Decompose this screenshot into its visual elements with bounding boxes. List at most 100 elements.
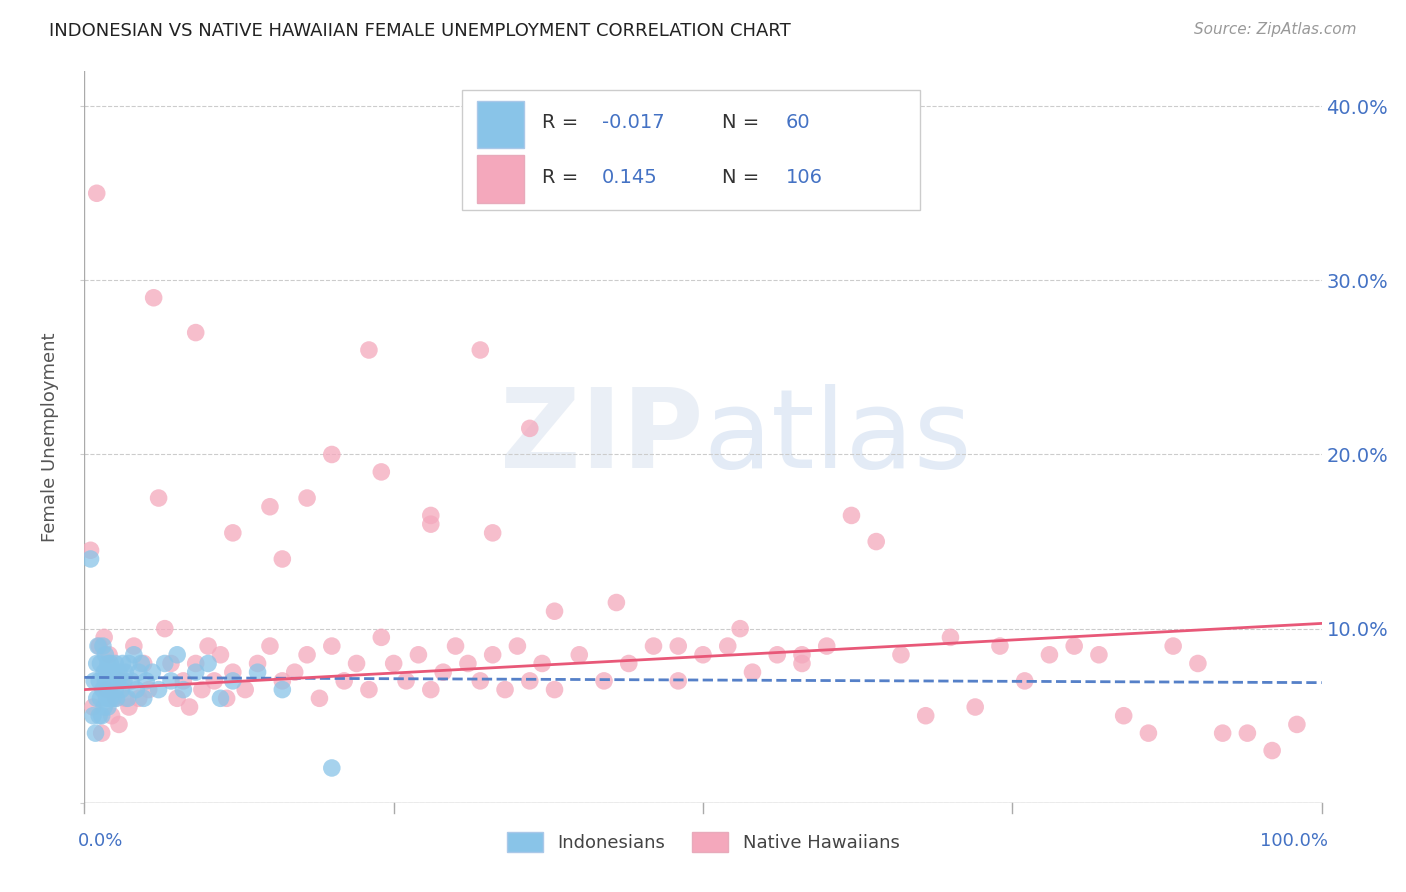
Point (346, 657, 368, 671)
Point (148, 682, 170, 697)
Point (271, 552, 294, 566)
Point (841, 508, 863, 523)
Text: Source: ZipAtlas.com: Source: ZipAtlas.com (1194, 22, 1357, 37)
Point (1161, 639, 1184, 653)
Point (357, 682, 380, 697)
Point (122, 639, 145, 653)
Point (132, 657, 155, 671)
Point (643, 639, 665, 653)
Point (741, 665, 763, 680)
Point (87, 639, 110, 653)
Point (94, 673, 117, 688)
Point (98, 648, 121, 662)
Point (197, 639, 219, 653)
Point (117, 691, 139, 706)
Point (191, 682, 214, 697)
Point (166, 691, 188, 706)
Point (138, 682, 160, 697)
Point (94, 648, 117, 662)
Point (120, 673, 142, 688)
Point (222, 665, 245, 680)
Point (98, 691, 121, 706)
Point (135, 673, 157, 688)
Point (84, 726, 107, 740)
Point (419, 517, 441, 532)
Point (246, 657, 269, 671)
Point (128, 665, 150, 680)
Point (110, 682, 132, 697)
Point (96, 691, 118, 706)
Point (988, 639, 1011, 653)
Point (1063, 639, 1085, 653)
Point (148, 491, 170, 505)
Point (271, 673, 294, 688)
Point (93, 631, 115, 645)
Point (1261, 743, 1284, 757)
Point (101, 691, 124, 706)
Point (1236, 726, 1258, 740)
Bar (477, 101, 523, 148)
Text: R =: R = (543, 113, 585, 132)
Point (321, 761, 343, 775)
Point (79, 552, 101, 566)
Point (172, 673, 194, 688)
Text: 0.145: 0.145 (602, 168, 657, 187)
Point (98, 682, 121, 697)
Point (457, 657, 479, 671)
Point (717, 639, 740, 653)
Point (100, 708, 122, 723)
Point (118, 700, 141, 714)
Point (114, 665, 136, 680)
Point (321, 448, 343, 462)
Point (112, 673, 135, 688)
Point (90, 708, 112, 723)
Point (141, 665, 163, 680)
Point (172, 682, 194, 697)
Text: 60: 60 (786, 113, 810, 132)
Point (1212, 726, 1234, 740)
Point (531, 657, 554, 671)
Point (222, 525, 245, 540)
Point (481, 525, 503, 540)
Point (128, 691, 150, 706)
Point (470, 343, 492, 357)
Point (370, 631, 392, 645)
Point (246, 665, 269, 680)
Text: 0.0%: 0.0% (79, 832, 124, 850)
Point (308, 691, 330, 706)
Point (103, 665, 125, 680)
Point (111, 657, 134, 671)
Point (89, 691, 111, 706)
Point (98, 665, 121, 680)
Point (1088, 648, 1111, 662)
Point (1038, 648, 1060, 662)
Point (1112, 708, 1135, 723)
Point (666, 639, 689, 653)
Point (104, 691, 127, 706)
Point (184, 657, 207, 671)
Point (815, 639, 838, 653)
Point (370, 465, 392, 479)
Point (519, 421, 541, 435)
Point (104, 657, 127, 671)
Point (166, 648, 188, 662)
Legend: Indonesians, Native Hawaiians: Indonesians, Native Hawaiians (499, 824, 907, 860)
Point (1014, 673, 1036, 688)
Point (90, 726, 112, 740)
Text: ZIP: ZIP (499, 384, 703, 491)
Text: 100.0%: 100.0% (1260, 832, 1327, 850)
Point (543, 682, 565, 697)
Point (395, 673, 418, 688)
Point (118, 657, 141, 671)
Point (107, 673, 129, 688)
Point (295, 648, 318, 662)
Point (153, 622, 176, 636)
Point (419, 508, 441, 523)
Point (96, 665, 118, 680)
Point (382, 657, 405, 671)
Point (97, 657, 120, 671)
Point (86, 186, 108, 201)
Point (617, 657, 640, 671)
Text: INDONESIAN VS NATIVE HAWAIIAN FEMALE UNEMPLOYMENT CORRELATION CHART: INDONESIAN VS NATIVE HAWAIIAN FEMALE UNE… (49, 22, 792, 40)
Point (284, 665, 307, 680)
